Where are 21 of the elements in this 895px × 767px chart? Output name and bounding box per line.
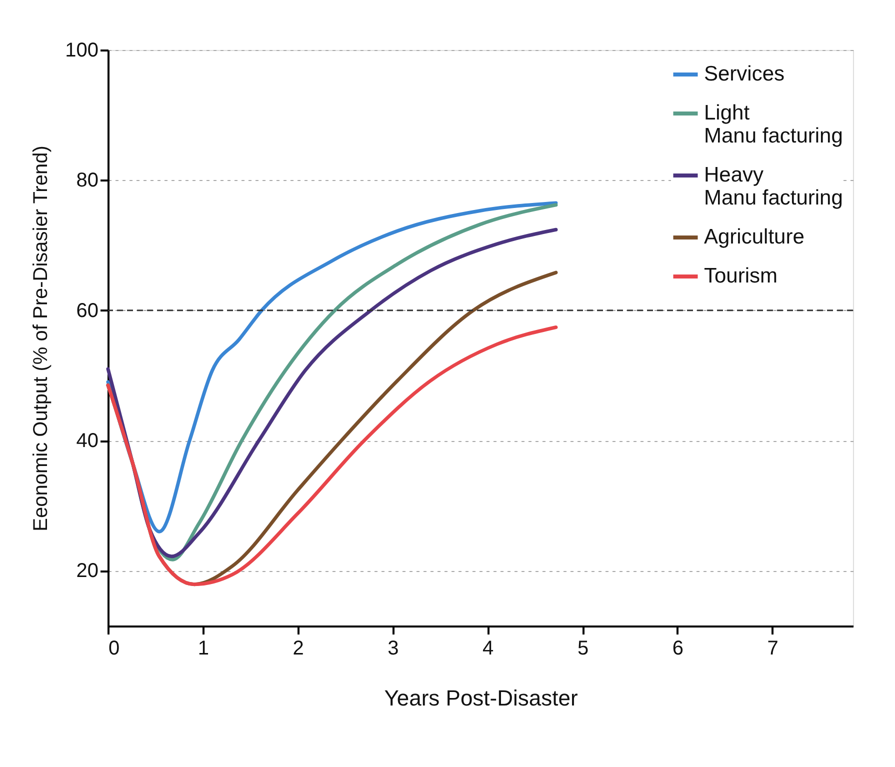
- x-tick-label: 3: [388, 638, 399, 660]
- x-tick-label: 5: [577, 638, 589, 660]
- x-axis-title: Years Post-Disaster: [384, 686, 578, 710]
- line-series: [106, 326, 558, 586]
- legend-label: Tourism: [704, 264, 778, 288]
- x-tick-label: 2: [292, 638, 304, 660]
- legend-label: Agriculture: [704, 226, 804, 248]
- legend-label: Light Manu facturing: [704, 102, 843, 148]
- x-tick-label: 6: [672, 638, 684, 660]
- y-tick-label: 40: [76, 430, 98, 452]
- y-axis-title: Eeonomic Output (% of Pre-Disasier Trend): [30, 146, 52, 532]
- y-tick-label: 60: [76, 300, 98, 322]
- y-tick-label: 80: [76, 170, 98, 192]
- y-tick-label: 100: [65, 40, 98, 62]
- y-tick-label: 20: [76, 560, 98, 582]
- legend-label: Heavy Manu facturing: [704, 164, 843, 210]
- legend-label: Services: [704, 62, 785, 86]
- x-tick-label: 1: [198, 638, 209, 660]
- x-tick-label: 4: [482, 638, 494, 660]
- x-tick-label: 0: [108, 638, 120, 660]
- x-tick-label: 7: [767, 638, 778, 660]
